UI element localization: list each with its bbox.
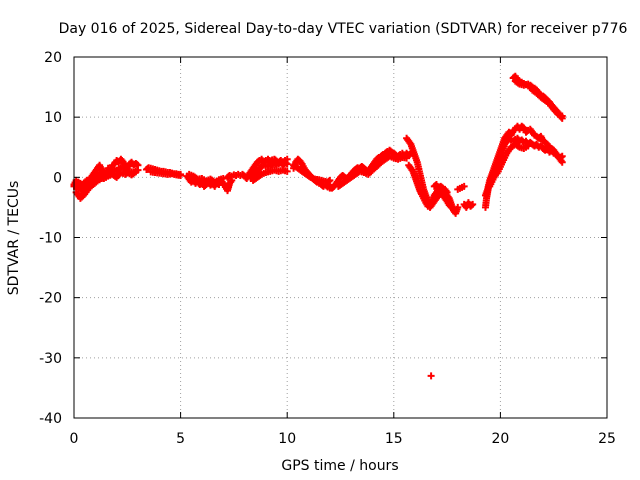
y-tick-label: -20 bbox=[39, 291, 62, 307]
data-point bbox=[283, 167, 291, 175]
data-point bbox=[454, 203, 462, 211]
axis-ticks: 0 5 10 15 20 25 -40 -30 -20 -10 0 10 20 bbox=[39, 50, 616, 447]
y-tick-label: 0 bbox=[53, 170, 62, 186]
data-point bbox=[326, 176, 334, 184]
data-point bbox=[403, 154, 411, 162]
data-point bbox=[469, 200, 477, 208]
x-axis-label: GPS time / hours bbox=[281, 458, 398, 474]
y-axis-label: SDTVAR / TECUs bbox=[6, 181, 22, 296]
data-point bbox=[177, 172, 185, 180]
data-point bbox=[558, 158, 566, 166]
grid bbox=[74, 57, 607, 418]
data-point bbox=[283, 155, 291, 163]
plot-frame bbox=[73, 56, 608, 419]
data-point bbox=[447, 203, 455, 211]
data-points bbox=[70, 72, 566, 380]
chart-title: Day 016 of 2025, Sidereal Day-to-day VTE… bbox=[59, 21, 628, 37]
data-point bbox=[558, 112, 566, 120]
x-tick-label: 5 bbox=[176, 431, 185, 447]
y-tick-label: -40 bbox=[39, 411, 62, 427]
x-tick-label: 0 bbox=[70, 431, 79, 447]
x-tick-label: 15 bbox=[385, 431, 403, 447]
y-tick-label: -30 bbox=[39, 351, 62, 367]
y-tick-label: 20 bbox=[44, 50, 62, 66]
data-point bbox=[443, 188, 451, 196]
y-tick-label: -10 bbox=[39, 231, 62, 247]
data-point bbox=[132, 168, 140, 176]
data-point bbox=[446, 202, 454, 210]
x-tick-label: 20 bbox=[491, 431, 509, 447]
series-sdtvar bbox=[70, 72, 566, 380]
data-point bbox=[460, 182, 468, 190]
data-point bbox=[524, 142, 532, 150]
data-point bbox=[427, 372, 435, 380]
y-tick-label: 10 bbox=[44, 110, 62, 126]
data-point bbox=[219, 175, 227, 183]
x-tick-label: 10 bbox=[278, 431, 296, 447]
x-tick-label: 25 bbox=[598, 431, 616, 447]
